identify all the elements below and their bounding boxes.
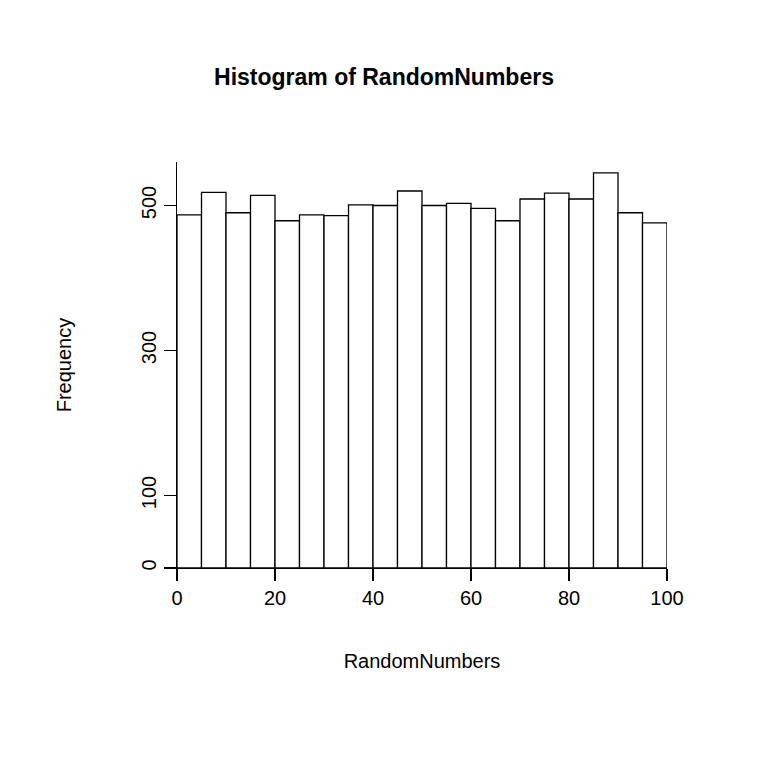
svg-text:60: 60 [460, 587, 482, 609]
svg-text:100: 100 [138, 476, 160, 509]
svg-text:500: 500 [138, 186, 160, 219]
svg-text:100: 100 [650, 587, 683, 609]
svg-text:300: 300 [138, 331, 160, 364]
svg-text:0: 0 [171, 587, 182, 609]
svg-text:40: 40 [362, 587, 384, 609]
svg-text:0: 0 [138, 559, 160, 570]
svg-text:RandomNumbers: RandomNumbers [344, 650, 501, 672]
svg-text:Histogram of RandomNumbers: Histogram of RandomNumbers [214, 64, 554, 90]
svg-text:80: 80 [558, 587, 580, 609]
svg-text:20: 20 [264, 587, 286, 609]
svg-text:Frequency: Frequency [53, 318, 75, 413]
